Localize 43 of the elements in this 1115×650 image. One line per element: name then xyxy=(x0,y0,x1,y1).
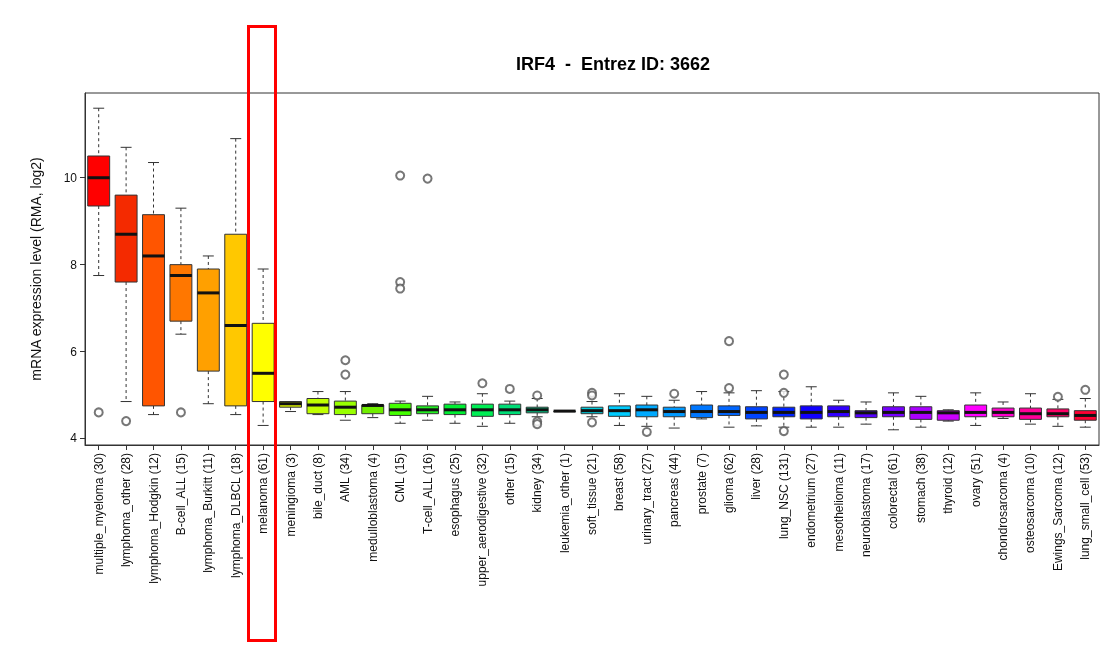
x-tick-label: mesothelioma (11) xyxy=(831,453,846,552)
x-tick-label: osteosarcoma (10) xyxy=(1023,453,1038,554)
x-tick-label: breast (58) xyxy=(612,453,627,512)
x-tick-label: esophagus (25) xyxy=(447,453,462,537)
x-tick-label: ovary (51) xyxy=(968,453,983,508)
x-tick-label: colorectal (61) xyxy=(886,453,901,530)
x-tick-label: lung_small_cell (53) xyxy=(1078,453,1093,560)
x-tick-label: stomach (38) xyxy=(913,453,928,524)
x-tick-label: lymphoma_DLBCL (18) xyxy=(228,453,243,578)
x-tick-label: soft_tissue (21) xyxy=(585,453,599,536)
x-tick-label: Ewings_Sarcoma (12) xyxy=(1050,453,1065,572)
x-tick-label: multiple_myeloma (30) xyxy=(91,453,106,575)
x-tick-label: upper_aerodigestive (32) xyxy=(475,453,490,587)
x-tick-label: glioma (62) xyxy=(722,453,737,514)
x-tick-label: lymphoma_Hodgkin (12) xyxy=(146,453,161,584)
x-tick-label: CML (15) xyxy=(393,453,408,503)
x-tick-label: prostate (7) xyxy=(694,453,709,515)
x-tick-label: T-cell_ALL (16) xyxy=(420,453,435,534)
x-tick-label: urinary_tract (27) xyxy=(639,453,654,545)
x-tick-label: other (15) xyxy=(502,453,517,506)
x-tick-label: kidney (34) xyxy=(530,453,545,513)
x-tick-label: chondrosarcoma (4) xyxy=(996,453,1011,561)
x-tick-label: lung_NSC (131) xyxy=(776,453,791,540)
chart-title: IRF4 - Entrez ID: 3662 xyxy=(515,54,711,74)
x-tick-label: pancreas (44) xyxy=(667,453,682,528)
y-axis-title: mRNA expression level (RMA, log2) xyxy=(28,157,44,381)
x-tick-label: lymphoma_other (28) xyxy=(119,453,134,568)
x-tick-label: bile_duct (8) xyxy=(310,453,325,520)
x-tick-label: lymphoma_Burkitt (11) xyxy=(201,453,216,573)
y-tick-label: 8 xyxy=(70,257,78,272)
x-tick-label: medulloblastoma (4) xyxy=(365,453,380,562)
y-tick-label: 4 xyxy=(70,431,78,446)
x-tick-label: neuroblastoma (17) xyxy=(859,453,874,558)
x-tick-label: AML (34) xyxy=(338,453,353,502)
x-tick-label: meningioma (3) xyxy=(283,453,298,537)
x-tick-label: B-cell_ALL (15) xyxy=(173,453,188,536)
x-tick-label: thyroid (12) xyxy=(941,453,956,514)
y-tick-label: 10 xyxy=(63,170,78,185)
y-tick-label: 6 xyxy=(70,344,78,359)
x-tick-label: endometrium (27) xyxy=(804,453,819,548)
x-tick-label: liver (28) xyxy=(749,453,764,500)
x-tick-label: leukemia_other (1) xyxy=(557,453,572,554)
x-tick-label: melanoma (61) xyxy=(256,453,271,534)
